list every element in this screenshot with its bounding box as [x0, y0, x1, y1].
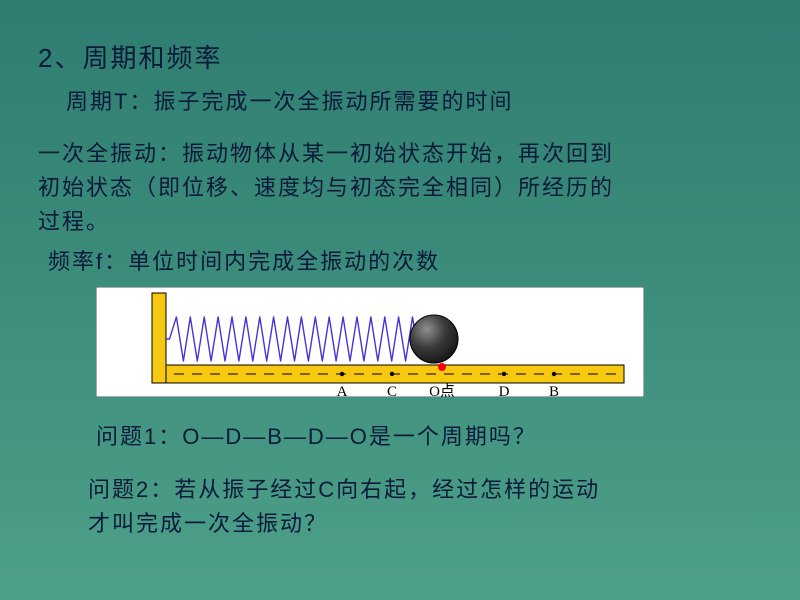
full-oscillation-line3: 过程。 — [38, 205, 772, 239]
period-definition: 周期T：振子完成一次全振动所需要的时间 — [66, 85, 772, 119]
full-oscillation-line1: 一次全振动：振动物体从某一初始状态开始，再次回到 — [38, 137, 772, 171]
full-oscillation-line2: 初始状态（即位移、速度均与初态完全相同）所经历的 — [38, 171, 772, 205]
svg-text:B: B — [549, 384, 559, 397]
spring-diagram: A C O点 D B — [96, 287, 644, 402]
frequency-definition: 频率f：单位时间内完成全振动的次数 — [48, 245, 772, 279]
question-2-line1: 问题2：若从振子经过C向右起，经过怎样的运动 — [88, 473, 772, 507]
svg-text:D: D — [499, 384, 510, 397]
section-heading: 2、周期和频率 — [38, 38, 772, 75]
question-1: 问题1：O—D—B—D—O是一个周期吗？ — [96, 420, 772, 454]
svg-text:C: C — [387, 384, 397, 397]
spring-diagram-svg: A C O点 D B — [96, 287, 644, 397]
svg-text:A: A — [337, 384, 348, 397]
svg-text:O点: O点 — [429, 383, 455, 397]
question-2-line2: 才叫完成一次全振动？ — [88, 507, 772, 541]
